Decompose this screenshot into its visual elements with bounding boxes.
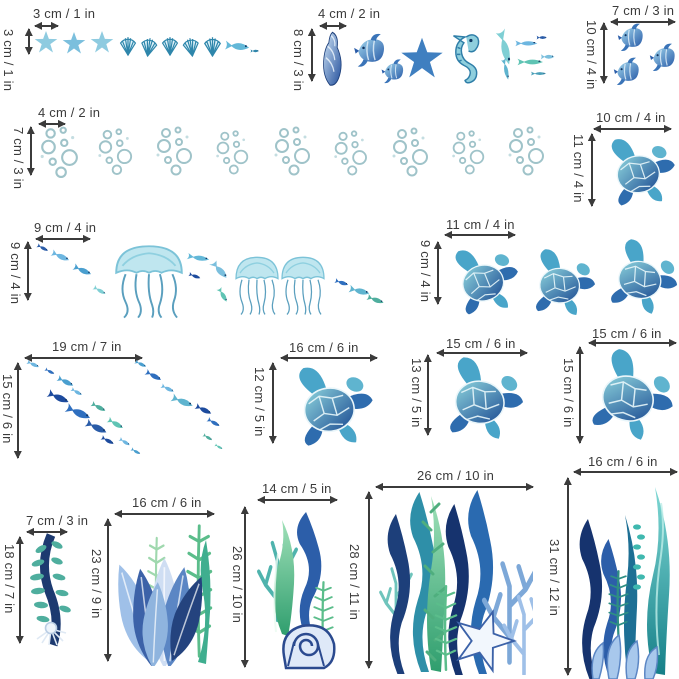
dim-height-label: 28 cm / 11 in xyxy=(347,544,362,621)
dim-height-arrow xyxy=(311,29,313,81)
dim-height-label: 3 cm / 1 in xyxy=(1,29,16,92)
dim-height-arrow xyxy=(107,519,109,661)
dim-width-label: 11 cm / 4 in xyxy=(446,217,515,232)
dim-height-label: 15 cm / 6 in xyxy=(0,374,15,444)
dim-width-arrow xyxy=(445,234,515,236)
dim-height-label: 8 cm / 3 in xyxy=(291,29,306,92)
dim-width-arrow xyxy=(258,499,337,501)
dim-width-arrow xyxy=(589,342,676,344)
dim-height-label: 26 cm / 10 in xyxy=(230,546,245,624)
dim-width-label: 19 cm / 7 in xyxy=(52,339,122,354)
bubbles-border-art xyxy=(39,126,544,179)
dim-height-label: 9 cm / 4 in xyxy=(418,240,433,303)
turtle-large-art xyxy=(589,346,679,447)
dim-height-arrow xyxy=(272,363,274,443)
dim-height-arrow xyxy=(427,355,429,435)
dim-width-label: 7 cm / 3 in xyxy=(612,3,675,18)
turtle-small-art xyxy=(609,131,679,208)
dim-width-label: 3 cm / 1 in xyxy=(33,6,96,21)
seaweed-coral-shell-art xyxy=(252,512,336,670)
dim-height-label: 9 cm / 4 in xyxy=(8,242,23,305)
turtle-trio-art xyxy=(452,238,679,319)
dim-height-label: 15 cm / 6 in xyxy=(561,358,576,428)
dim-width-arrow xyxy=(281,357,377,359)
dim-width-label: 15 cm / 6 in xyxy=(446,336,516,351)
seaweed-small-art xyxy=(30,533,71,647)
dim-height-arrow xyxy=(27,242,29,300)
dim-width-arrow xyxy=(27,531,67,533)
dim-width-label: 10 cm / 4 in xyxy=(596,110,666,125)
dim-width-arrow xyxy=(594,128,671,130)
turtle-medium-1-art xyxy=(296,360,378,449)
dim-height-arrow xyxy=(591,134,593,206)
dim-width-label: 15 cm / 6 in xyxy=(592,326,662,341)
dim-width-arrow xyxy=(36,238,90,240)
dim-width-label: 16 cm / 6 in xyxy=(289,340,359,355)
dim-width-arrow xyxy=(115,513,214,515)
dim-height-arrow xyxy=(30,127,32,175)
dim-height-arrow xyxy=(603,23,605,83)
dim-width-arrow xyxy=(35,25,58,27)
seaweed-large-cluster-art xyxy=(378,490,533,675)
dim-width-arrow xyxy=(39,123,65,125)
seaweed-leaf-cluster-art xyxy=(114,524,214,666)
seaweed-tall-kelp-art xyxy=(579,487,670,679)
dim-height-label: 23 cm / 9 in xyxy=(89,549,104,619)
turtle-medium-2-art xyxy=(448,355,528,442)
dim-width-arrow xyxy=(574,471,677,473)
dim-height-arrow xyxy=(244,507,246,667)
dim-width-label: 26 cm / 10 in xyxy=(417,468,495,483)
dim-height-arrow xyxy=(437,242,439,304)
jellyfish-fish-border-art xyxy=(36,243,385,319)
dim-height-label: 13 cm / 5 in xyxy=(409,358,424,428)
dim-height-arrow xyxy=(28,29,30,54)
dim-width-label: 4 cm / 2 in xyxy=(318,6,381,21)
dim-width-label: 4 cm / 2 in xyxy=(38,105,101,120)
fish-school-art xyxy=(26,360,224,456)
dim-width-label: 16 cm / 6 in xyxy=(132,495,202,510)
dim-height-label: 10 cm / 4 in xyxy=(584,20,599,90)
dim-height-arrow xyxy=(579,347,581,443)
dim-height-label: 31 cm / 12 in xyxy=(547,539,562,617)
dim-height-arrow xyxy=(17,363,19,458)
starfish-shell-border-art xyxy=(34,30,259,58)
dim-height-arrow xyxy=(567,478,569,675)
dim-width-label: 9 cm / 4 in xyxy=(34,220,97,235)
dim-height-label: 18 cm / 7 in xyxy=(2,544,17,614)
dim-height-arrow xyxy=(19,537,21,643)
dim-width-label: 7 cm / 3 in xyxy=(26,513,89,528)
dim-width-arrow xyxy=(376,486,533,488)
conch-fish-seahorse-art xyxy=(322,28,555,87)
dim-height-label: 11 cm / 4 in xyxy=(571,134,586,203)
dim-height-label: 7 cm / 3 in xyxy=(11,127,26,190)
dim-width-arrow xyxy=(437,352,527,354)
angelfish-trio-art xyxy=(613,23,676,86)
dim-width-arrow xyxy=(611,21,675,23)
dim-height-arrow xyxy=(368,492,370,668)
dim-width-arrow xyxy=(320,25,346,27)
dim-width-arrow xyxy=(25,357,142,359)
dim-height-label: 12 cm / 5 in xyxy=(252,367,267,437)
dim-width-label: 14 cm / 5 in xyxy=(262,481,332,496)
dim-width-label: 16 cm / 6 in xyxy=(588,454,658,469)
